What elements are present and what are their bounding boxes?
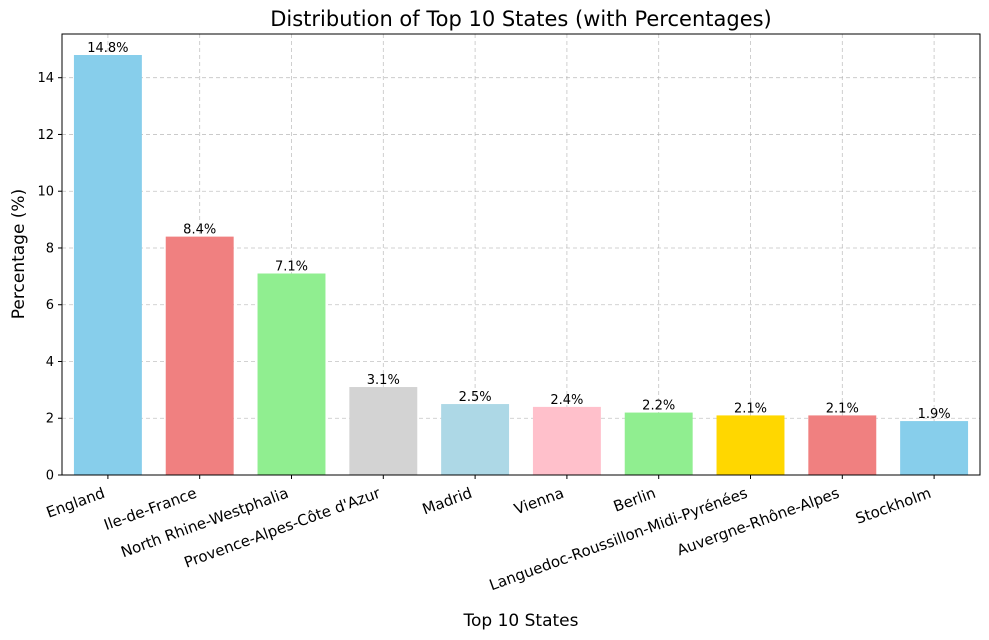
- y-axis-label: Percentage (%): [9, 189, 29, 319]
- chart-title: Distribution of Top 10 States (with Perc…: [270, 7, 772, 31]
- bar-6: [624, 412, 693, 475]
- x-axis-label: Top 10 States: [463, 611, 579, 631]
- data-label-9: 1.9%: [918, 407, 951, 422]
- y-tick-label-3: 6: [46, 298, 54, 313]
- y-axis: 0 2 4 6 8 10 12 14: [37, 71, 62, 484]
- x-tick-label-9: Stockholm: [853, 484, 933, 528]
- y-tick-label-5: 10: [37, 185, 54, 200]
- bar-5: [532, 406, 601, 475]
- bar-0: [73, 55, 142, 475]
- bar-7: [716, 415, 785, 475]
- data-label-5: 2.4%: [550, 393, 583, 408]
- bar-2: [257, 273, 326, 475]
- data-label-7: 2.1%: [734, 401, 767, 416]
- data-label-4: 2.5%: [459, 390, 492, 405]
- bar-4: [441, 404, 510, 475]
- x-tick-label-0: England: [44, 484, 107, 522]
- y-tick-label-4: 8: [46, 241, 54, 256]
- y-tick-label-1: 2: [46, 412, 54, 427]
- x-tick-label-4: Madrid: [420, 484, 475, 519]
- y-tick-label-6: 12: [37, 128, 54, 143]
- data-labels: 14.8% 8.4% 7.1% 3.1% 2.5% 2.4% 2.2% 2.1% 2.1% 1.9…: [87, 41, 950, 422]
- x-tick-label-8: Auvergne-Rhône-Alpes: [674, 484, 841, 560]
- plot-frame: [61, 33, 981, 476]
- data-label-8: 2.1%: [826, 401, 859, 416]
- y-tick-label-2: 4: [46, 355, 54, 370]
- bars: [73, 55, 969, 475]
- x-tick-label-6: Berlin: [611, 484, 658, 516]
- y-tick-label-7: 14: [37, 71, 54, 86]
- data-label-0: 14.8%: [87, 41, 128, 56]
- data-label-3: 3.1%: [367, 373, 400, 388]
- bar-1: [165, 236, 234, 475]
- bar-3: [349, 387, 418, 475]
- data-label-1: 8.4%: [183, 223, 216, 238]
- x-tick-label-5: Vienna: [512, 484, 567, 519]
- bar-9: [900, 421, 969, 475]
- data-label-6: 2.2%: [642, 399, 675, 414]
- y-tick-label-0: 0: [46, 469, 54, 484]
- data-label-2: 7.1%: [275, 260, 308, 275]
- bar-8: [808, 415, 877, 475]
